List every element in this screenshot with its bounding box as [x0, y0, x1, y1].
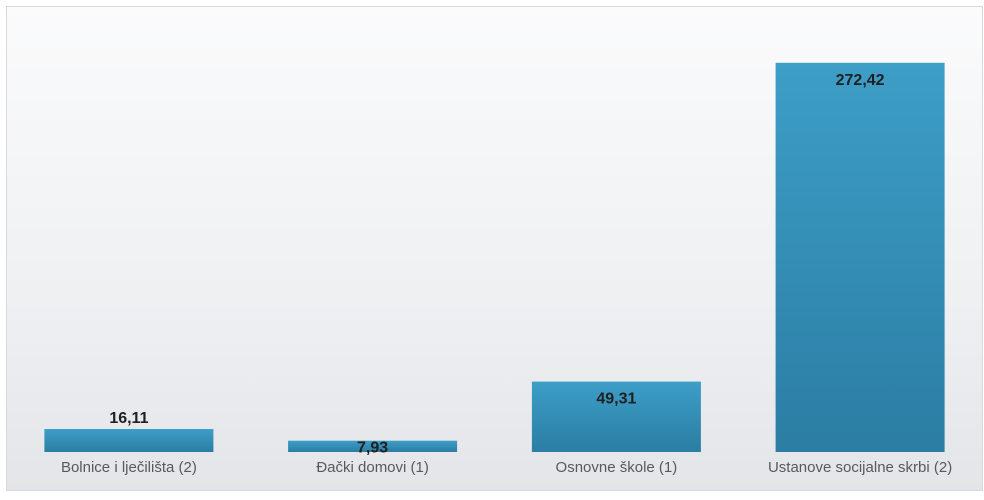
- bar-2: [288, 440, 458, 452]
- bar-4: [775, 62, 945, 453]
- chart-area: Bolnice i lječilišta (2) Đački domovi (1)…: [6, 6, 983, 491]
- bar-3: [531, 381, 701, 452]
- bars-layer: [44, 62, 945, 453]
- value-labels: 16,11 7,93 49,31 272,42: [109, 72, 884, 457]
- value-label-3: 49,31: [596, 391, 636, 408]
- value-label-1: 16,11: [109, 410, 148, 427]
- category-label-2: Đački domovi (1): [316, 459, 429, 476]
- category-label-4: Ustanove socijalne skrbi (2): [768, 459, 952, 476]
- bar-chart: Bolnice i lječilišta (2) Đački domovi (1)…: [44, 62, 952, 476]
- value-label-2: 7,93: [357, 440, 388, 457]
- value-label-4: 272,42: [836, 72, 885, 89]
- category-labels: Bolnice i lječilišta (2) Đački domovi (1)…: [61, 459, 952, 476]
- category-label-3: Osnovne škole (1): [556, 459, 678, 476]
- bar-1: [44, 429, 214, 452]
- category-label-1: Bolnice i lječilišta (2): [61, 459, 197, 476]
